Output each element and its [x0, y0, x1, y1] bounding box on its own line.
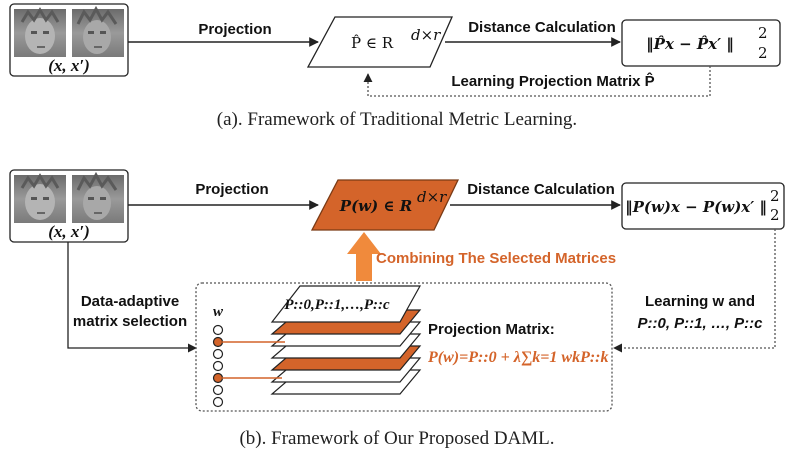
combine-up-arrow: [347, 232, 381, 281]
face-image-1: [14, 7, 66, 57]
top-matrix-parallelogram: P̂ ∈ R d×r: [306, 16, 453, 68]
stack-layer-top: [270, 285, 422, 323]
bottom-matrix-sup: d×r: [417, 188, 447, 206]
top-distance-sub: 2: [758, 44, 768, 62]
top-distance-sup: 2: [758, 24, 768, 42]
w-element-0: [212, 324, 224, 336]
top-matrix-sup: d×r: [411, 26, 441, 44]
bottom-pair-label: (x, x′): [48, 222, 90, 241]
w-element-2: [212, 348, 224, 360]
bottom-distance-box: ‖P(w)x − P(w)x′ ‖ 2 2: [621, 182, 785, 230]
top-matrix-label: P̂ ∈ R: [351, 34, 394, 52]
selection-label-line-1: Data-adaptive: [81, 293, 179, 310]
top-distance-box: ‖P̂x − P̂x′ ‖ 2 2: [621, 19, 781, 67]
top-distance-label: Distance Calculation: [468, 19, 616, 36]
top-pair-label: (x, x′): [48, 56, 90, 75]
bottom-caption: (b). Framework of Our Proposed DAML.: [239, 428, 554, 449]
w-vector: [212, 324, 224, 408]
combine-label: Combining The Selected Matrices: [376, 250, 616, 267]
top-input-pair-box: (x, x′): [9, 3, 129, 77]
stack-top-label: P::0,P::1,…,P::c: [284, 297, 390, 313]
top-projection-label: Projection: [198, 21, 271, 38]
top-caption: (a). Framework of Traditional Metric Lea…: [217, 109, 577, 130]
selection-label-line-2: matrix selection: [73, 313, 187, 330]
bottom-distance-sup: 2: [770, 187, 780, 205]
w-vector-label: w: [213, 304, 224, 320]
top-learning-label: Learning Projection Matrix P̂: [451, 71, 654, 90]
bottom-matrix-parallelogram: P(w) ∈ R d×r: [310, 179, 460, 231]
face-image-2: [72, 5, 124, 57]
learning-label-line-1: Learning w and: [645, 293, 755, 310]
matrix-selection-region: [195, 282, 613, 412]
w-element-4-selected: [212, 372, 224, 384]
bottom-input-pair-box: (x, x′): [9, 169, 129, 243]
bottom-distance-sub: 2: [770, 206, 780, 224]
bottom-distance-formula: ‖P(w)x − P(w)x′ ‖: [625, 198, 767, 216]
bottom-projection-label: Projection: [195, 181, 268, 198]
bottom-matrix-label: P(w) ∈ R: [339, 197, 412, 215]
top-distance-formula: ‖P̂x − P̂x′ ‖: [646, 35, 734, 53]
learning-label-line-2: P::0, P::1, …, P::c: [637, 315, 763, 332]
w-element-1-selected: [212, 336, 224, 348]
matrix-stack: P::0,P::1,…,P::c: [270, 285, 422, 395]
w-element-6: [212, 396, 224, 408]
w-element-5: [212, 384, 224, 396]
top-feedback-dotted-arrow: [363, 66, 711, 97]
selection-connector-arrow: [67, 242, 197, 353]
bottom-distance-label: Distance Calculation: [467, 181, 615, 198]
projection-matrix-formula: P(w)=P::0 + λ∑k=1 wkP::k: [427, 349, 609, 366]
face-image-3: [14, 173, 66, 223]
projection-matrix-title: Projection Matrix:: [428, 321, 555, 338]
w-element-3: [212, 360, 224, 372]
face-image-4: [72, 171, 124, 223]
